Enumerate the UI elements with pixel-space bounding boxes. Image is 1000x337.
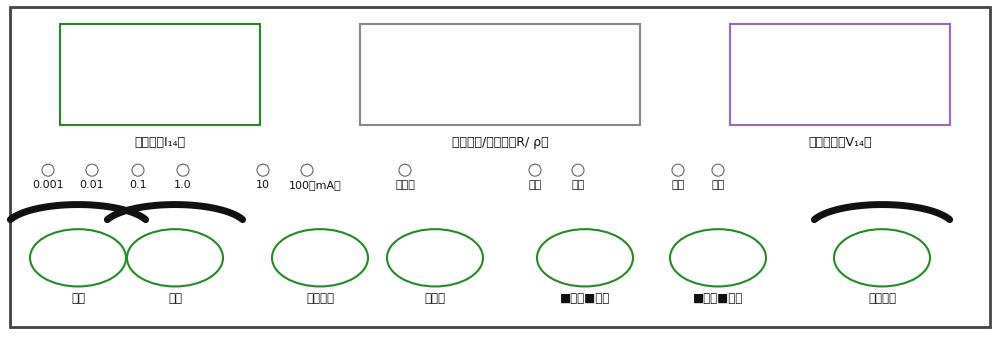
Text: 自动: 自动 (711, 180, 725, 190)
Ellipse shape (86, 164, 98, 176)
Text: 电流表（I₁₄）: 电流表（I₁₄） (134, 136, 186, 150)
Ellipse shape (272, 229, 368, 286)
Ellipse shape (712, 164, 724, 176)
Text: 电流选择: 电流选择 (306, 292, 334, 305)
Text: ■正测■反测: ■正测■反测 (560, 292, 610, 305)
Text: 反测: 反测 (571, 180, 585, 190)
Text: 100（mA）: 100（mA） (289, 180, 341, 190)
Text: 恒流源: 恒流源 (395, 180, 415, 190)
Ellipse shape (42, 164, 54, 176)
Ellipse shape (399, 164, 411, 176)
Text: 0.001: 0.001 (32, 180, 64, 190)
Ellipse shape (301, 164, 313, 176)
Text: 测试电压（V₁₄）: 测试电压（V₁₄） (808, 136, 872, 150)
Ellipse shape (529, 164, 541, 176)
Ellipse shape (537, 229, 633, 286)
Ellipse shape (257, 164, 269, 176)
Text: ■手动■自动: ■手动■自动 (693, 292, 743, 305)
Text: 1.0: 1.0 (174, 180, 192, 190)
Ellipse shape (30, 229, 126, 286)
Text: 恒流源: 恒流源 (424, 292, 446, 305)
Ellipse shape (132, 164, 144, 176)
Ellipse shape (387, 229, 483, 286)
Bar (360, 24, 640, 125)
Bar (730, 24, 950, 125)
Ellipse shape (672, 164, 684, 176)
Ellipse shape (127, 229, 223, 286)
Text: 粗调: 粗调 (71, 292, 85, 305)
Text: 手动: 手动 (671, 180, 685, 190)
Text: 10: 10 (256, 180, 270, 190)
Text: 0.01: 0.01 (80, 180, 104, 190)
Ellipse shape (177, 164, 189, 176)
Text: 0.1: 0.1 (129, 180, 147, 190)
Bar (60, 24, 260, 125)
Text: 方块电阴/电阴率（R/ ρ）: 方块电阴/电阴率（R/ ρ） (452, 136, 548, 150)
Text: 细调: 细调 (168, 292, 182, 305)
Text: 正测: 正测 (528, 180, 542, 190)
Ellipse shape (670, 229, 766, 286)
Ellipse shape (572, 164, 584, 176)
Text: 测试电压: 测试电压 (868, 292, 896, 305)
Ellipse shape (834, 229, 930, 286)
